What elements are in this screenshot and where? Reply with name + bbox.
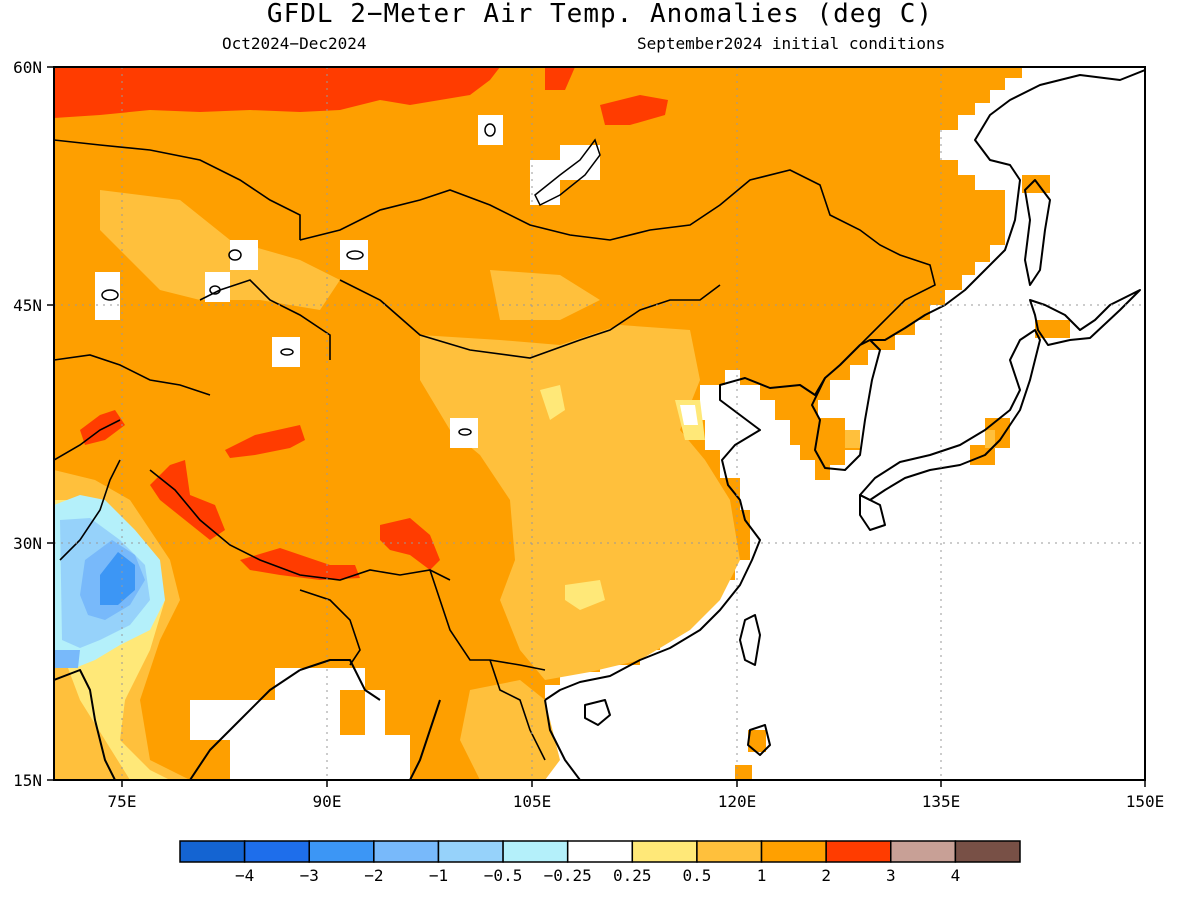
nepal-hot-spot: [240, 548, 360, 580]
colorbar-label: 3: [886, 866, 896, 885]
china-mongolia-border: [299, 169, 936, 346]
colorbar-swatch: [696, 840, 763, 863]
lat-tick-labels: 60N 45N 30N 15N: [13, 58, 42, 790]
colorbar-label: 2: [821, 866, 831, 885]
siberia-hot-spot-3: [600, 95, 668, 125]
colorbar-label: −2: [364, 866, 383, 885]
masked-cells: [95, 115, 1000, 780]
myanmar-coast: [409, 699, 441, 780]
colorbar-label: −3: [300, 866, 319, 885]
colorbar-swatch: [825, 840, 892, 863]
cold-anomaly-small: [54, 650, 80, 668]
colorbar-swatch: [890, 840, 957, 863]
far-east-coast: [870, 69, 1145, 341]
india-west-coast: [54, 669, 116, 780]
central-china-warm-zone: [420, 325, 740, 680]
taiwan-coast: [739, 614, 761, 666]
colorbar: −4 −3 −2 −1 −0.5 −0.25 0.25 0.5 1 2 3 4: [179, 840, 1021, 885]
india-pakistan-border: [59, 459, 121, 561]
colorbar-swatch: [760, 840, 827, 863]
hainan-coast: [584, 699, 611, 726]
lon-tick-label: 105E: [513, 792, 552, 811]
hokkaido-coast: [1029, 289, 1141, 346]
laos-vietnam-border: [489, 659, 546, 761]
lat-tick-label: 60N: [13, 58, 42, 77]
bengal-coast: [299, 659, 381, 701]
indochina-warm-zone: [460, 680, 560, 780]
lat-tick-label: 30N: [13, 534, 42, 553]
colorbar-label: 0.25: [613, 866, 652, 885]
map-title: GFDL 2−Meter Air Temp. Anomalies (deg C): [266, 0, 934, 29]
colorbar-swatch: [631, 840, 698, 863]
central-asia-border: [54, 354, 211, 396]
kyushu-coast: [859, 494, 886, 531]
siberia-hot-band: [54, 67, 500, 118]
lat-tick-label: 15N: [13, 771, 42, 790]
country-borders: [54, 139, 936, 761]
colorbar-swatch: [437, 840, 504, 863]
colorbar-label: 0.5: [682, 866, 711, 885]
north-china-mild-zone: [540, 385, 565, 420]
tick-marks: [47, 66, 1146, 787]
lake-6: [484, 123, 496, 137]
lake-balkhash: [101, 289, 119, 301]
south-china-mild-zone: [565, 580, 605, 610]
russia-south-border: [54, 139, 301, 240]
colorbar-label: 4: [951, 866, 961, 885]
himalaya-border: [149, 469, 451, 581]
lake-1: [228, 249, 242, 261]
initial-conditions: September2024 initial conditions: [637, 34, 946, 53]
tibet-hot-spot-1: [225, 425, 305, 458]
colorbar-label: −0.25: [544, 866, 592, 885]
lake-4: [458, 428, 472, 436]
lon-tick-label: 90E: [313, 792, 342, 811]
mongolia-warm-zone: [100, 190, 340, 310]
lon-tick-label: 120E: [718, 792, 757, 811]
lon-tick-label: 75E: [108, 792, 137, 811]
colorbar-swatch: [502, 840, 569, 863]
lat-tick-label: 45N: [13, 296, 42, 315]
lon-tick-label: 135E: [922, 792, 961, 811]
coastlines: [54, 69, 1145, 780]
shandong-neutral-spot: [680, 405, 698, 425]
mongolia-south-border: [339, 279, 721, 359]
kazakh-warm-zone: [490, 270, 600, 320]
pakistan-border: [54, 419, 121, 461]
eastern-tibet-hot-spot: [380, 518, 440, 570]
philippines-coast: [747, 724, 771, 756]
colorbar-swatch: [373, 840, 440, 863]
lake-3: [280, 348, 294, 356]
honshu-coast: [859, 329, 1041, 501]
lon-tick-labels: 75E 90E 105E 120E 135E 150E: [108, 792, 1165, 811]
bay-of-bengal-land-cells: [190, 690, 445, 780]
lake-baikal: [534, 138, 601, 207]
bangladesh-border: [299, 589, 361, 666]
lake-2: [346, 250, 364, 260]
colorbar-swatch: [566, 840, 634, 863]
indochina-coast: [544, 699, 581, 780]
korea-warm-cells: [845, 430, 995, 448]
himalaya-hot-spot: [150, 460, 225, 540]
cold-anomaly-core: [100, 552, 135, 605]
colorbar-swatch: [308, 840, 375, 863]
india-east-coast: [189, 669, 301, 780]
lakes: [101, 123, 601, 436]
colorbar-label: −1: [429, 866, 448, 885]
china-coast: [544, 377, 826, 701]
plot-frame: [53, 66, 1146, 781]
sakhalin-coast: [1024, 179, 1051, 286]
myanmar-border: [429, 569, 546, 671]
colorbar-swatch: [243, 840, 310, 863]
map-plot-area: [54, 67, 1145, 780]
forecast-period: Oct2024−Dec2024: [222, 34, 367, 53]
siberia-hot-spot-2: [545, 67, 575, 90]
colorbar-label: −0.5: [484, 866, 523, 885]
lon-tick-label: 150E: [1126, 792, 1165, 811]
colorbar-swatch: [179, 840, 246, 863]
colorbar-label: 1: [757, 866, 767, 885]
colorbar-label: −4: [235, 866, 254, 885]
colorbar-swatch: [954, 840, 1021, 863]
lake-5: [209, 285, 221, 295]
